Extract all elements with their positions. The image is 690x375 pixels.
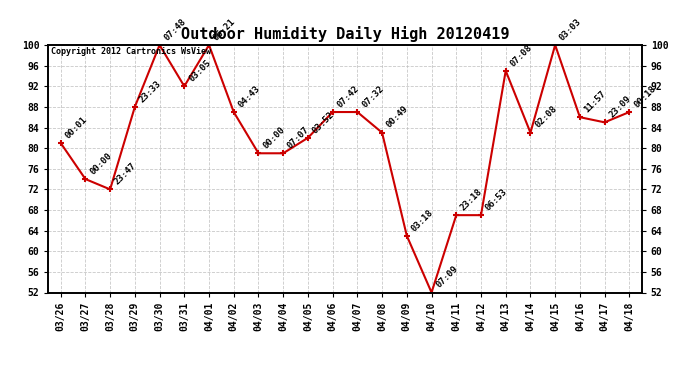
Text: 00:18: 00:18 <box>632 84 658 109</box>
Text: Copyright 2012 Cartronics WsView: Copyright 2012 Cartronics WsView <box>51 48 211 57</box>
Text: 11:57: 11:57 <box>582 89 608 114</box>
Text: 23:09: 23:09 <box>607 94 633 120</box>
Text: 03:03: 03:03 <box>558 17 583 42</box>
Text: 00:01: 00:01 <box>63 115 89 140</box>
Text: 03:18: 03:18 <box>410 208 435 233</box>
Text: 00:00: 00:00 <box>262 125 286 150</box>
Text: 03:05: 03:05 <box>187 58 213 84</box>
Text: 07:32: 07:32 <box>360 84 386 109</box>
Text: 03:52: 03:52 <box>310 110 336 135</box>
Text: 04:43: 04:43 <box>237 84 262 109</box>
Text: 06:21: 06:21 <box>212 17 237 42</box>
Text: 06:53: 06:53 <box>484 187 509 212</box>
Title: Outdoor Humidity Daily High 20120419: Outdoor Humidity Daily High 20120419 <box>181 27 509 42</box>
Text: 23:47: 23:47 <box>113 161 138 187</box>
Text: 07:08: 07:08 <box>509 43 534 68</box>
Text: 00:00: 00:00 <box>88 151 114 176</box>
Text: 23:18: 23:18 <box>459 187 484 212</box>
Text: 07:07: 07:07 <box>286 125 311 150</box>
Text: 02:08: 02:08 <box>533 105 559 130</box>
Text: 07:09: 07:09 <box>434 264 460 290</box>
Text: 07:48: 07:48 <box>162 17 188 42</box>
Text: 07:42: 07:42 <box>335 84 361 109</box>
Text: 23:33: 23:33 <box>137 79 163 104</box>
Text: 00:49: 00:49 <box>385 105 411 130</box>
